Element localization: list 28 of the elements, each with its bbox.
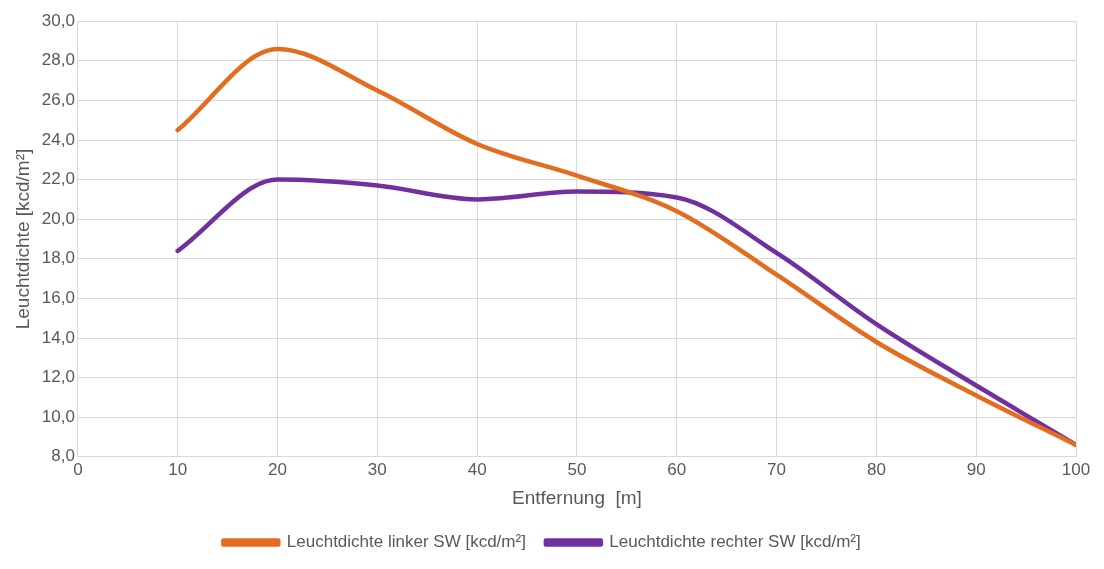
y-tick-label: 22,0 [41, 169, 75, 189]
y-tick-label: 30,0 [41, 10, 75, 30]
x-tick-label: 20 [268, 459, 287, 479]
legend-label: Leuchtdichte rechter SW [kcd/m²] [609, 532, 861, 552]
y-tick-label: 14,0 [41, 327, 75, 347]
x-tick-label: 40 [467, 459, 487, 479]
y-axis-title: Leuchtdichte [kcd/m²] [11, 148, 33, 330]
x-tick-label: 90 [966, 459, 986, 479]
x-axis-title: Entfernung [m] [511, 486, 642, 508]
line-series [175, 46, 1076, 448]
x-tick-label: 60 [667, 459, 687, 479]
y-tick-label: 24,0 [41, 129, 75, 149]
y-tick-label: 10,0 [41, 406, 75, 426]
x-tick-label: 100 [1061, 459, 1091, 479]
x-tick-label: 0 [73, 459, 83, 479]
legend-label: Leuchtdichte linker SW [kcd/m²] [286, 532, 526, 552]
x-tick-label: 10 [168, 459, 188, 479]
y-tick-label: 8,0 [51, 446, 75, 466]
y-tick-label: 18,0 [41, 248, 75, 268]
y-tick-label: 12,0 [41, 367, 75, 387]
x-tick-label: 80 [866, 459, 886, 479]
x-tick-label: 70 [767, 459, 787, 479]
y-tick-label: 16,0 [41, 288, 75, 308]
y-tick-label: 28,0 [41, 50, 75, 70]
y-tick-label: 26,0 [41, 90, 75, 110]
x-tick-label: 30 [367, 459, 387, 479]
y-tick-label: 20,0 [41, 208, 75, 228]
x-tick-label: 50 [567, 459, 587, 479]
